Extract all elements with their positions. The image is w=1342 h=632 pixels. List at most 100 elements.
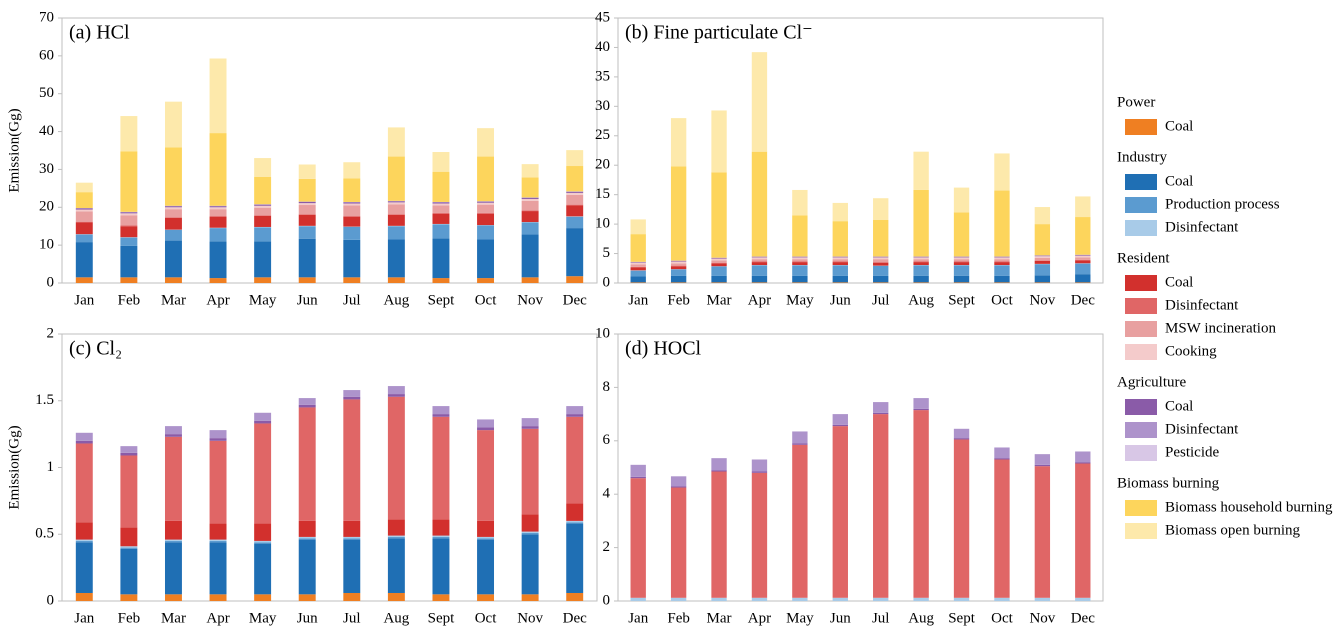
legend-swatch	[1125, 321, 1157, 337]
bar-segment	[521, 426, 539, 429]
bar-segment	[387, 592, 405, 601]
x-tick-label: Oct	[991, 610, 1013, 626]
bar-segment	[298, 277, 316, 283]
bar-segment	[164, 217, 182, 230]
legend-label: Disinfectant	[1165, 219, 1239, 235]
x-tick-label: Feb	[118, 292, 141, 308]
bar-segment	[120, 452, 138, 456]
bar-segment	[630, 476, 646, 479]
bar-segment	[1034, 257, 1051, 261]
bar-segment	[711, 597, 727, 601]
bar-segment	[873, 219, 889, 257]
legend-label: Disinfectant	[1165, 421, 1239, 437]
bar-segment	[873, 198, 889, 220]
bar-segment	[343, 592, 361, 601]
bar-segment	[521, 234, 539, 278]
x-tick-label: Dec	[563, 292, 587, 308]
bar-segment	[343, 226, 361, 240]
bar-segment	[477, 539, 495, 595]
bar-segment	[832, 265, 848, 276]
bar-segment	[670, 597, 687, 601]
bar-segment	[75, 182, 93, 193]
bar-segment	[521, 211, 539, 223]
x-tick-label: Oct	[475, 610, 497, 626]
bar-segment	[209, 209, 227, 216]
bar-segment	[913, 410, 929, 598]
x-tick-label: Jul	[872, 610, 890, 626]
bar-segment	[209, 540, 227, 543]
bar-segment	[792, 444, 808, 598]
bar-segment	[254, 205, 272, 208]
bar-segment	[566, 414, 584, 417]
x-tick-label: May	[249, 610, 277, 626]
bar-segment	[994, 447, 1010, 459]
panel-title: (c) Cl₂	[69, 338, 122, 360]
bar-segment	[298, 203, 316, 206]
bar-segment	[343, 202, 361, 204]
x-tick-label: Oct	[475, 292, 497, 308]
x-tick-label: Jul	[343, 610, 361, 626]
bar-segment	[1075, 263, 1091, 275]
bar-segment	[566, 416, 584, 504]
bar-segment	[120, 116, 138, 152]
x-tick-label: Jun	[297, 610, 318, 626]
x-tick-label: Feb	[667, 610, 690, 626]
bar-segment	[298, 536, 316, 539]
bar-segment	[751, 459, 768, 472]
bar-segment	[832, 414, 848, 425]
bar-segment	[873, 414, 889, 598]
x-tick-label: Mar	[707, 292, 732, 308]
bar-segment	[630, 219, 646, 235]
bar-segment	[477, 201, 495, 203]
y-tick-label: 10	[595, 216, 610, 232]
bar-segment	[670, 118, 687, 167]
bar-segment	[75, 277, 93, 283]
bar-segment	[792, 189, 808, 216]
legend-label: Coal	[1165, 173, 1193, 189]
bar-segment	[566, 204, 584, 206]
bar-segment	[477, 202, 495, 205]
panel-title: (a) HCl	[69, 22, 130, 44]
bar-segment	[792, 256, 808, 258]
bar-segment	[343, 390, 361, 397]
bar-segment	[832, 275, 848, 283]
bar-segment	[1075, 217, 1091, 255]
bar-segment	[994, 261, 1010, 263]
bar-segment	[832, 202, 848, 222]
bar-segment	[254, 215, 272, 227]
bar-segment	[164, 240, 182, 278]
bar-segment	[387, 201, 405, 203]
bar-segment	[630, 267, 646, 271]
bar-segment	[298, 178, 316, 202]
bar-segment	[913, 261, 929, 263]
bar-segment	[387, 396, 405, 520]
bar-segment	[164, 540, 182, 543]
bar-segment	[994, 265, 1010, 276]
bar-segment	[477, 536, 495, 539]
bar-segment	[630, 597, 646, 601]
bar-segment	[387, 519, 405, 536]
bar-segment	[75, 211, 93, 222]
bar-segment	[792, 265, 808, 276]
y-tick-label: 10	[595, 325, 610, 341]
y-tick-label: 2	[603, 539, 611, 555]
bar-segment	[566, 228, 584, 277]
bar-segment	[711, 471, 727, 598]
bar-segment	[298, 404, 316, 408]
panel-title: (b) Fine particulate Cl⁻	[625, 22, 813, 44]
y-tick-label: 30	[595, 98, 610, 114]
bar-segment	[120, 527, 138, 547]
bar-segment	[120, 547, 138, 549]
bar-segment	[953, 438, 970, 440]
bar-segment	[387, 226, 405, 240]
bar-segment	[343, 539, 361, 593]
x-tick-label: Sept	[948, 292, 976, 308]
bar-segment	[953, 275, 970, 283]
bar-segment	[209, 430, 227, 439]
bar-segment	[670, 261, 687, 264]
legend-swatch	[1125, 399, 1157, 415]
bar-segment	[711, 110, 727, 173]
bar-segment	[751, 262, 768, 266]
bar-segment	[1034, 275, 1051, 283]
bar-segment	[209, 228, 227, 242]
